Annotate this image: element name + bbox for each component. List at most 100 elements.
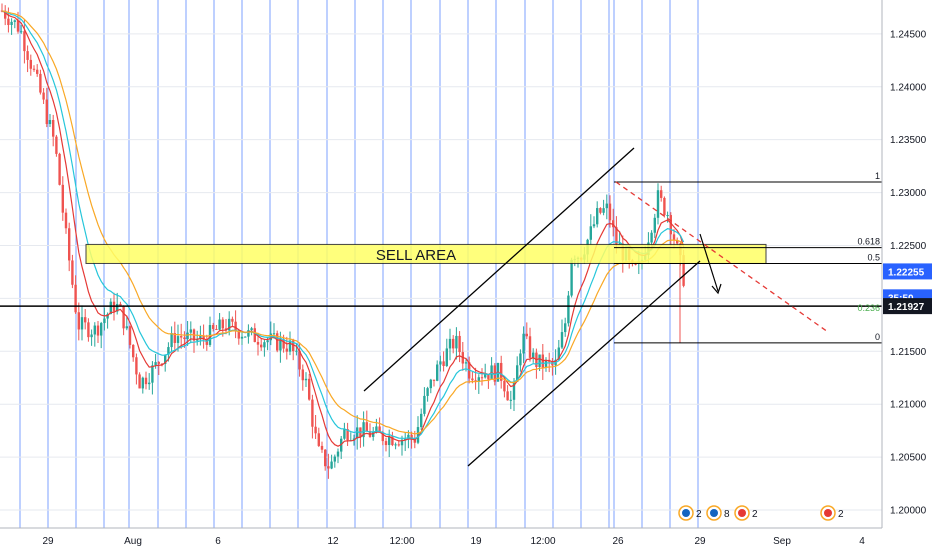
- candle-body: [458, 335, 461, 353]
- candle-body: [189, 329, 192, 333]
- candle-body: [605, 203, 608, 209]
- candle-body: [314, 426, 317, 434]
- candle-body: [442, 361, 445, 367]
- projection-dashed-line: [615, 181, 829, 333]
- grid-lines: [0, 33, 882, 511]
- candle-body: [503, 380, 506, 392]
- candle-body: [308, 378, 311, 400]
- candle-body: [20, 31, 23, 33]
- candle-body: [151, 365, 154, 383]
- candle-body: [599, 208, 602, 213]
- candle-body: [263, 342, 266, 348]
- candle-body: [7, 18, 10, 26]
- candle-body: [144, 377, 148, 385]
- candle-body: [45, 99, 48, 125]
- candle-body: [23, 31, 26, 52]
- candle-body: [128, 326, 132, 345]
- event-flag-dot: [824, 509, 832, 517]
- candle-body: [525, 333, 528, 337]
- candle-body: [452, 338, 455, 349]
- candle-body: [116, 303, 119, 312]
- candle-body: [42, 92, 45, 100]
- y-tick-label: 1.24000: [890, 82, 927, 93]
- candle-body: [567, 295, 570, 324]
- candle-body: [634, 263, 637, 265]
- candle-body: [295, 350, 298, 352]
- candle-body: [52, 120, 55, 137]
- candle-body: [58, 153, 61, 185]
- candle-body: [311, 399, 314, 427]
- candle-body: [260, 344, 263, 348]
- candle-body: [528, 336, 532, 358]
- y-tick-label: 1.20000: [890, 506, 927, 517]
- candle-body: [10, 21, 13, 26]
- candle-body: [138, 374, 141, 389]
- candle-body: [74, 284, 77, 313]
- candle-body: [455, 335, 458, 349]
- candle-body: [560, 332, 564, 348]
- candle-body: [570, 259, 573, 296]
- candle-body: [93, 325, 96, 335]
- candle-body: [333, 456, 336, 462]
- candle-body: [615, 227, 618, 245]
- candle-body: [378, 426, 381, 433]
- candle-body: [471, 378, 474, 381]
- candle-body: [596, 208, 599, 225]
- candle-body: [212, 325, 215, 329]
- candle-body: [365, 422, 368, 432]
- price-label-text: 1.21927: [888, 302, 925, 313]
- candle-body: [221, 319, 224, 329]
- candle-body: [87, 322, 90, 338]
- candle-body: [103, 318, 106, 324]
- candles: [0, 3, 685, 479]
- candle-body: [352, 438, 356, 441]
- candle-body: [506, 391, 509, 401]
- candle-body: [125, 326, 128, 329]
- candle-body: [250, 328, 253, 331]
- candle-body: [439, 361, 442, 365]
- y-tick-label: 1.20500: [890, 453, 927, 464]
- candle-body: [180, 336, 183, 338]
- fib-level-label: 0.236: [857, 303, 880, 313]
- candle-body: [602, 208, 605, 213]
- candle-body: [388, 436, 391, 446]
- candle-body: [532, 352, 535, 358]
- candle-body: [407, 434, 410, 439]
- candle-body: [474, 380, 477, 382]
- candle-body: [381, 432, 384, 442]
- candle-body: [423, 395, 426, 414]
- candle-body: [391, 436, 394, 446]
- candle-body: [109, 301, 112, 315]
- candle-body: [676, 240, 679, 244]
- candle-body: [100, 323, 103, 336]
- candle-body: [266, 340, 269, 343]
- x-tick-label: 29: [42, 536, 54, 547]
- x-tick-label: 6: [215, 536, 221, 547]
- candle-body: [272, 333, 276, 335]
- candle-body: [512, 381, 516, 400]
- candle-body: [234, 321, 237, 331]
- candle-body: [279, 339, 282, 351]
- candle-body: [228, 318, 231, 331]
- candle-body: [544, 359, 548, 368]
- candle-body: [464, 362, 468, 364]
- x-tick-label: Sep: [773, 536, 791, 547]
- candle-body: [285, 348, 288, 352]
- candle-body: [215, 328, 218, 330]
- candle-body: [327, 466, 330, 469]
- candle-body: [36, 69, 39, 74]
- x-tick-label: Aug: [124, 536, 142, 547]
- candle-body: [538, 354, 541, 368]
- y-axis: 1.245001.240001.235001.230001.225001.220…: [881, 0, 932, 550]
- candle-body: [384, 441, 388, 446]
- candle-body: [516, 365, 519, 382]
- candle-body: [183, 337, 186, 340]
- fib-level-label: 1: [875, 171, 880, 181]
- candle-body: [656, 190, 660, 218]
- price-label-text: 1.22255: [888, 267, 925, 278]
- candle-body: [170, 333, 173, 348]
- x-tick-label: 29: [694, 536, 706, 547]
- candle-body: [660, 190, 663, 198]
- candle-body: [477, 377, 480, 382]
